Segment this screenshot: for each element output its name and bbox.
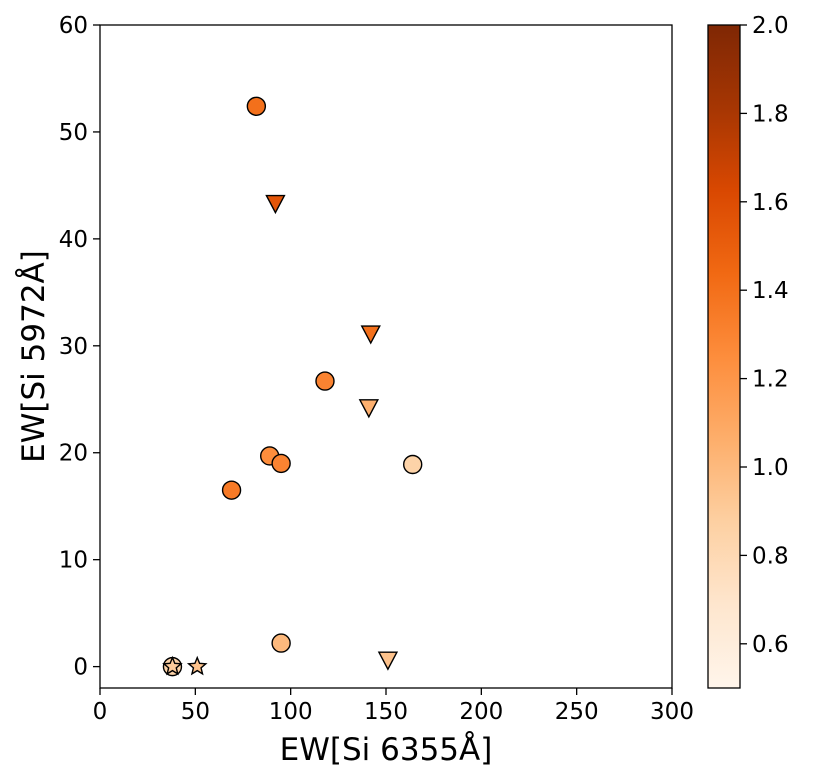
x-tick-label: 100 [269,699,313,725]
y-tick-label: 30 [59,334,88,360]
circle-point [246,96,267,116]
y-tick-label: 40 [59,227,88,253]
star-point [186,655,208,676]
triangle-down-point [265,194,286,215]
x-tick-label: 300 [650,699,694,725]
y-tick-label: 20 [59,441,88,467]
circle-point [221,480,242,500]
y-tick-label: 60 [59,13,88,39]
x-tick-label: 150 [364,699,408,725]
colorbar-tick-label: 1.6 [752,190,789,216]
colorbar-tick-label: 1.8 [752,101,789,127]
y-tick-label: 10 [59,548,88,574]
y-axis-label: EW[Si 5972Å] [16,250,52,463]
x-tick-label: 250 [555,699,599,725]
triangle-down-point [377,651,399,671]
colorbar-tick-label: 0.6 [752,632,789,658]
colorbar-ticks: 0.6 0.8 1.0 1.2 1.4 1.6 1.8 2.0 [740,13,789,658]
y-axis: 0 10 20 30 40 50 60 [59,13,100,681]
colorbar-tick-label: 1.2 [752,367,789,393]
circle-point [315,371,335,391]
star-point [162,655,183,676]
triangle-down-point [358,399,380,419]
colorbar [707,24,741,689]
x-tick-label: 50 [181,699,210,725]
plot-frame [99,24,673,689]
x-axis-label: EW[Si 6355Å] [280,732,493,768]
circle-point [271,453,291,474]
colorbar-tick-label: 0.8 [752,543,789,569]
colorbar-tick-label: 1.4 [752,278,789,304]
colorbar-tick-label: 2.0 [752,13,789,39]
x-tick-label: 200 [459,699,503,725]
y-tick-label: 50 [59,120,88,146]
colorbar-tick-label: 1.0 [752,455,789,481]
triangle-down-point [360,325,381,345]
x-axis: 0 50 100 150 200 250 300 [93,688,694,725]
x-tick-label: 0 [93,699,108,725]
plot-area [162,96,423,677]
circle-point [271,633,291,653]
y-tick-label: 0 [73,655,88,681]
circle-point [402,454,423,475]
